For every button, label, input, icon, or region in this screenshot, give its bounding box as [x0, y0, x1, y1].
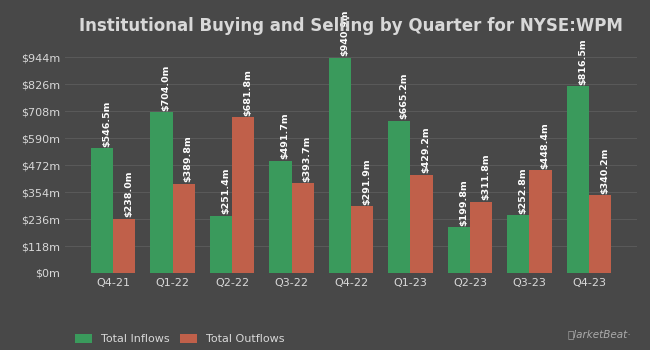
Text: $940.9m: $940.9m	[340, 10, 349, 56]
Text: $238.0m: $238.0m	[124, 171, 133, 217]
Text: $340.2m: $340.2m	[600, 147, 609, 194]
Bar	[172, 184, 194, 273]
Title: Institutional Buying and Selling by Quarter for NYSE:WPM: Institutional Buying and Selling by Quar…	[79, 17, 623, 35]
Legend: Total Inflows, Total Outflows: Total Inflows, Total Outflows	[71, 329, 289, 349]
Bar	[151, 112, 172, 273]
Text: $448.4m: $448.4m	[541, 122, 549, 169]
Text: $251.4m: $251.4m	[221, 168, 230, 214]
Text: $681.8m: $681.8m	[243, 69, 252, 116]
Bar	[329, 58, 351, 273]
Text: $389.8m: $389.8m	[183, 136, 192, 182]
Text: $491.7m: $491.7m	[281, 113, 289, 159]
Bar	[530, 170, 551, 273]
Text: $429.2m: $429.2m	[421, 127, 430, 174]
Text: $665.2m: $665.2m	[400, 73, 408, 119]
Bar	[508, 215, 530, 273]
Text: $199.8m: $199.8m	[459, 179, 468, 226]
Text: $816.5m: $816.5m	[578, 38, 587, 85]
Bar	[567, 86, 589, 273]
Text: $546.5m: $546.5m	[102, 100, 111, 147]
Bar	[389, 121, 411, 273]
Bar	[113, 218, 135, 273]
Bar	[232, 117, 254, 273]
Bar	[351, 206, 373, 273]
Bar	[270, 161, 291, 273]
Bar	[589, 195, 611, 273]
Bar	[91, 148, 113, 273]
Bar	[291, 183, 313, 273]
Text: $291.9m: $291.9m	[362, 158, 371, 205]
Text: ⨿larketBeat·: ⨿larketBeat·	[567, 329, 630, 340]
Bar	[448, 227, 470, 273]
Bar	[470, 202, 492, 273]
Text: $252.8m: $252.8m	[519, 167, 528, 214]
Text: $311.8m: $311.8m	[481, 154, 490, 200]
Text: $393.7m: $393.7m	[302, 135, 311, 182]
Bar	[411, 175, 432, 273]
Bar	[210, 216, 232, 273]
Text: $704.0m: $704.0m	[161, 64, 170, 111]
